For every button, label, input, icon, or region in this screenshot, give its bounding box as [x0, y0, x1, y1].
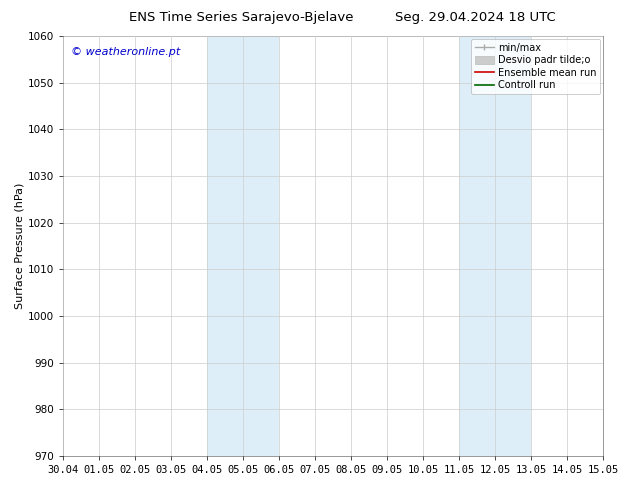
Text: Seg. 29.04.2024 18 UTC: Seg. 29.04.2024 18 UTC — [395, 11, 556, 24]
Bar — [459, 36, 531, 456]
Y-axis label: Surface Pressure (hPa): Surface Pressure (hPa) — [15, 183, 25, 309]
Legend: min/max, Desvio padr tilde;o, Ensemble mean run, Controll run: min/max, Desvio padr tilde;o, Ensemble m… — [471, 39, 600, 94]
Bar — [207, 36, 279, 456]
Text: © weatheronline.pt: © weatheronline.pt — [71, 47, 181, 57]
Text: ENS Time Series Sarajevo-Bjelave: ENS Time Series Sarajevo-Bjelave — [129, 11, 353, 24]
